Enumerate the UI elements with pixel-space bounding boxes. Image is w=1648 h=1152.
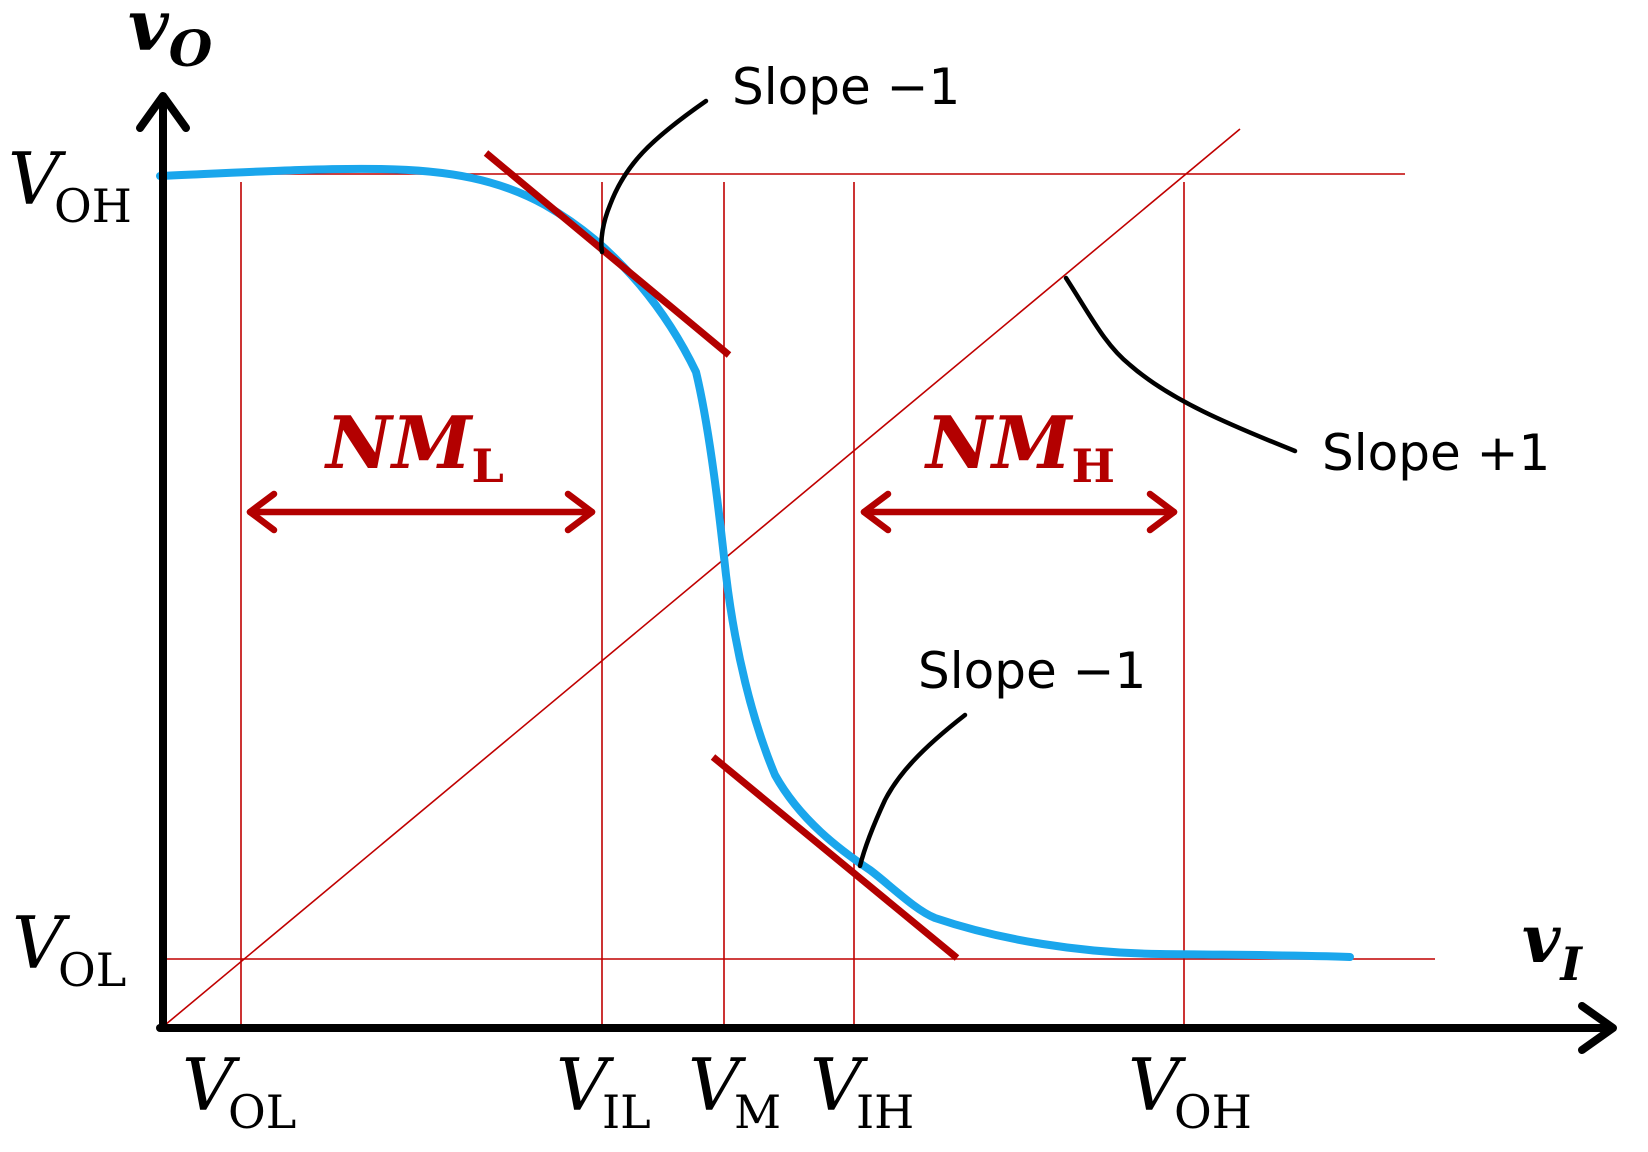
slope-bottom-label: Slope −1 [918, 642, 1146, 700]
x-axis-arrowhead [1578, 1002, 1617, 1054]
nml-arrow [246, 490, 596, 534]
margin-arrows [246, 490, 1178, 534]
annotation-leaders [599, 98, 1298, 869]
y-axis-label: vO [128, 0, 213, 78]
transfer-curve [156, 164, 1354, 961]
tangent-upper [483, 150, 732, 358]
leader-slope-unity [1063, 275, 1298, 454]
tangent-lines [483, 150, 960, 961]
x-axis-label: vI [1522, 900, 1583, 991]
tangent-lower [710, 754, 960, 961]
unity-slope-line [164, 128, 1241, 1026]
nml-label: NML [324, 400, 504, 493]
slope-unity-label: Slope +1 [1322, 424, 1550, 482]
x-tick-vm: VM [688, 1043, 781, 1139]
nmh-arrow [860, 490, 1178, 534]
slope-top-label: Slope −1 [732, 58, 960, 116]
x-tick-vil: VIL [556, 1043, 651, 1139]
nmh-label: NMH [924, 400, 1115, 493]
guide-lines [160, 128, 1435, 1027]
x-tick-vol: VOL [182, 1043, 296, 1139]
leader-slope-top [599, 98, 709, 255]
x-tick-vih: VIH [810, 1043, 914, 1139]
leader-slope-bottom [857, 712, 968, 869]
x-tick-voh: VOH [1128, 1043, 1252, 1139]
axes [136, 92, 1617, 1054]
y-tick-vol: VOL [12, 901, 126, 997]
y-axis-arrowhead [136, 92, 190, 132]
y-tick-voh: VOH [8, 137, 132, 233]
